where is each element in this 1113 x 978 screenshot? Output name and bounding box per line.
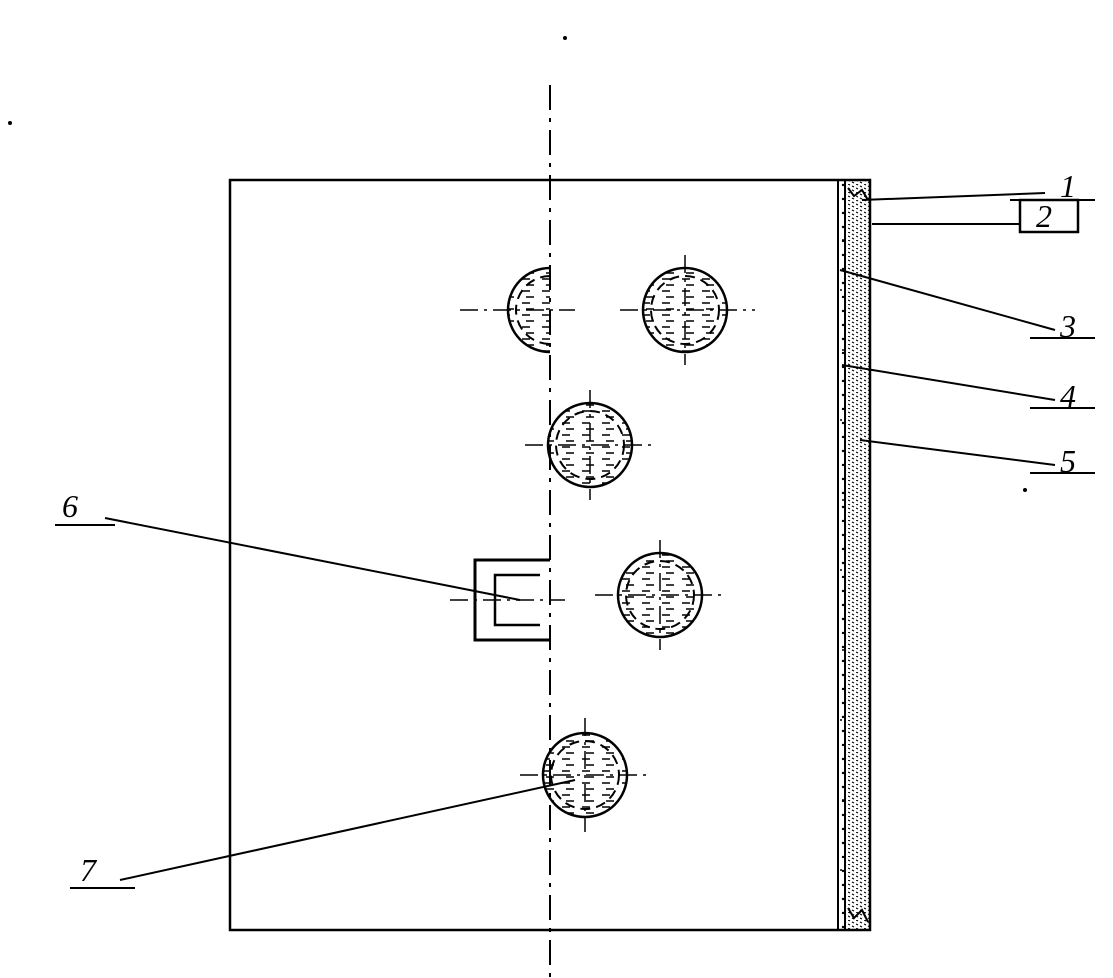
diagram-svg <box>0 0 1113 978</box>
circle-half-left <box>460 268 575 352</box>
circle-r2 <box>525 390 655 500</box>
leaders-left <box>55 518 575 888</box>
right-hatch-layer <box>845 180 870 930</box>
leaders-right <box>840 193 1095 473</box>
label-3: 3 <box>1060 308 1076 345</box>
circle-r1-right <box>620 255 755 365</box>
label-4: 4 <box>1060 378 1076 415</box>
label-5: 5 <box>1060 443 1076 480</box>
handle-bracket <box>450 560 565 640</box>
circle-r4 <box>520 718 650 832</box>
label-7: 7 <box>80 852 96 889</box>
label-6: 6 <box>62 488 78 525</box>
technical-diagram: 1 2 3 4 5 6 7 <box>0 0 1113 978</box>
dotted-gap <box>838 180 845 930</box>
label-2: 2 <box>1036 198 1052 235</box>
circle-r3 <box>595 540 725 650</box>
label-1: 1 <box>1060 168 1076 205</box>
